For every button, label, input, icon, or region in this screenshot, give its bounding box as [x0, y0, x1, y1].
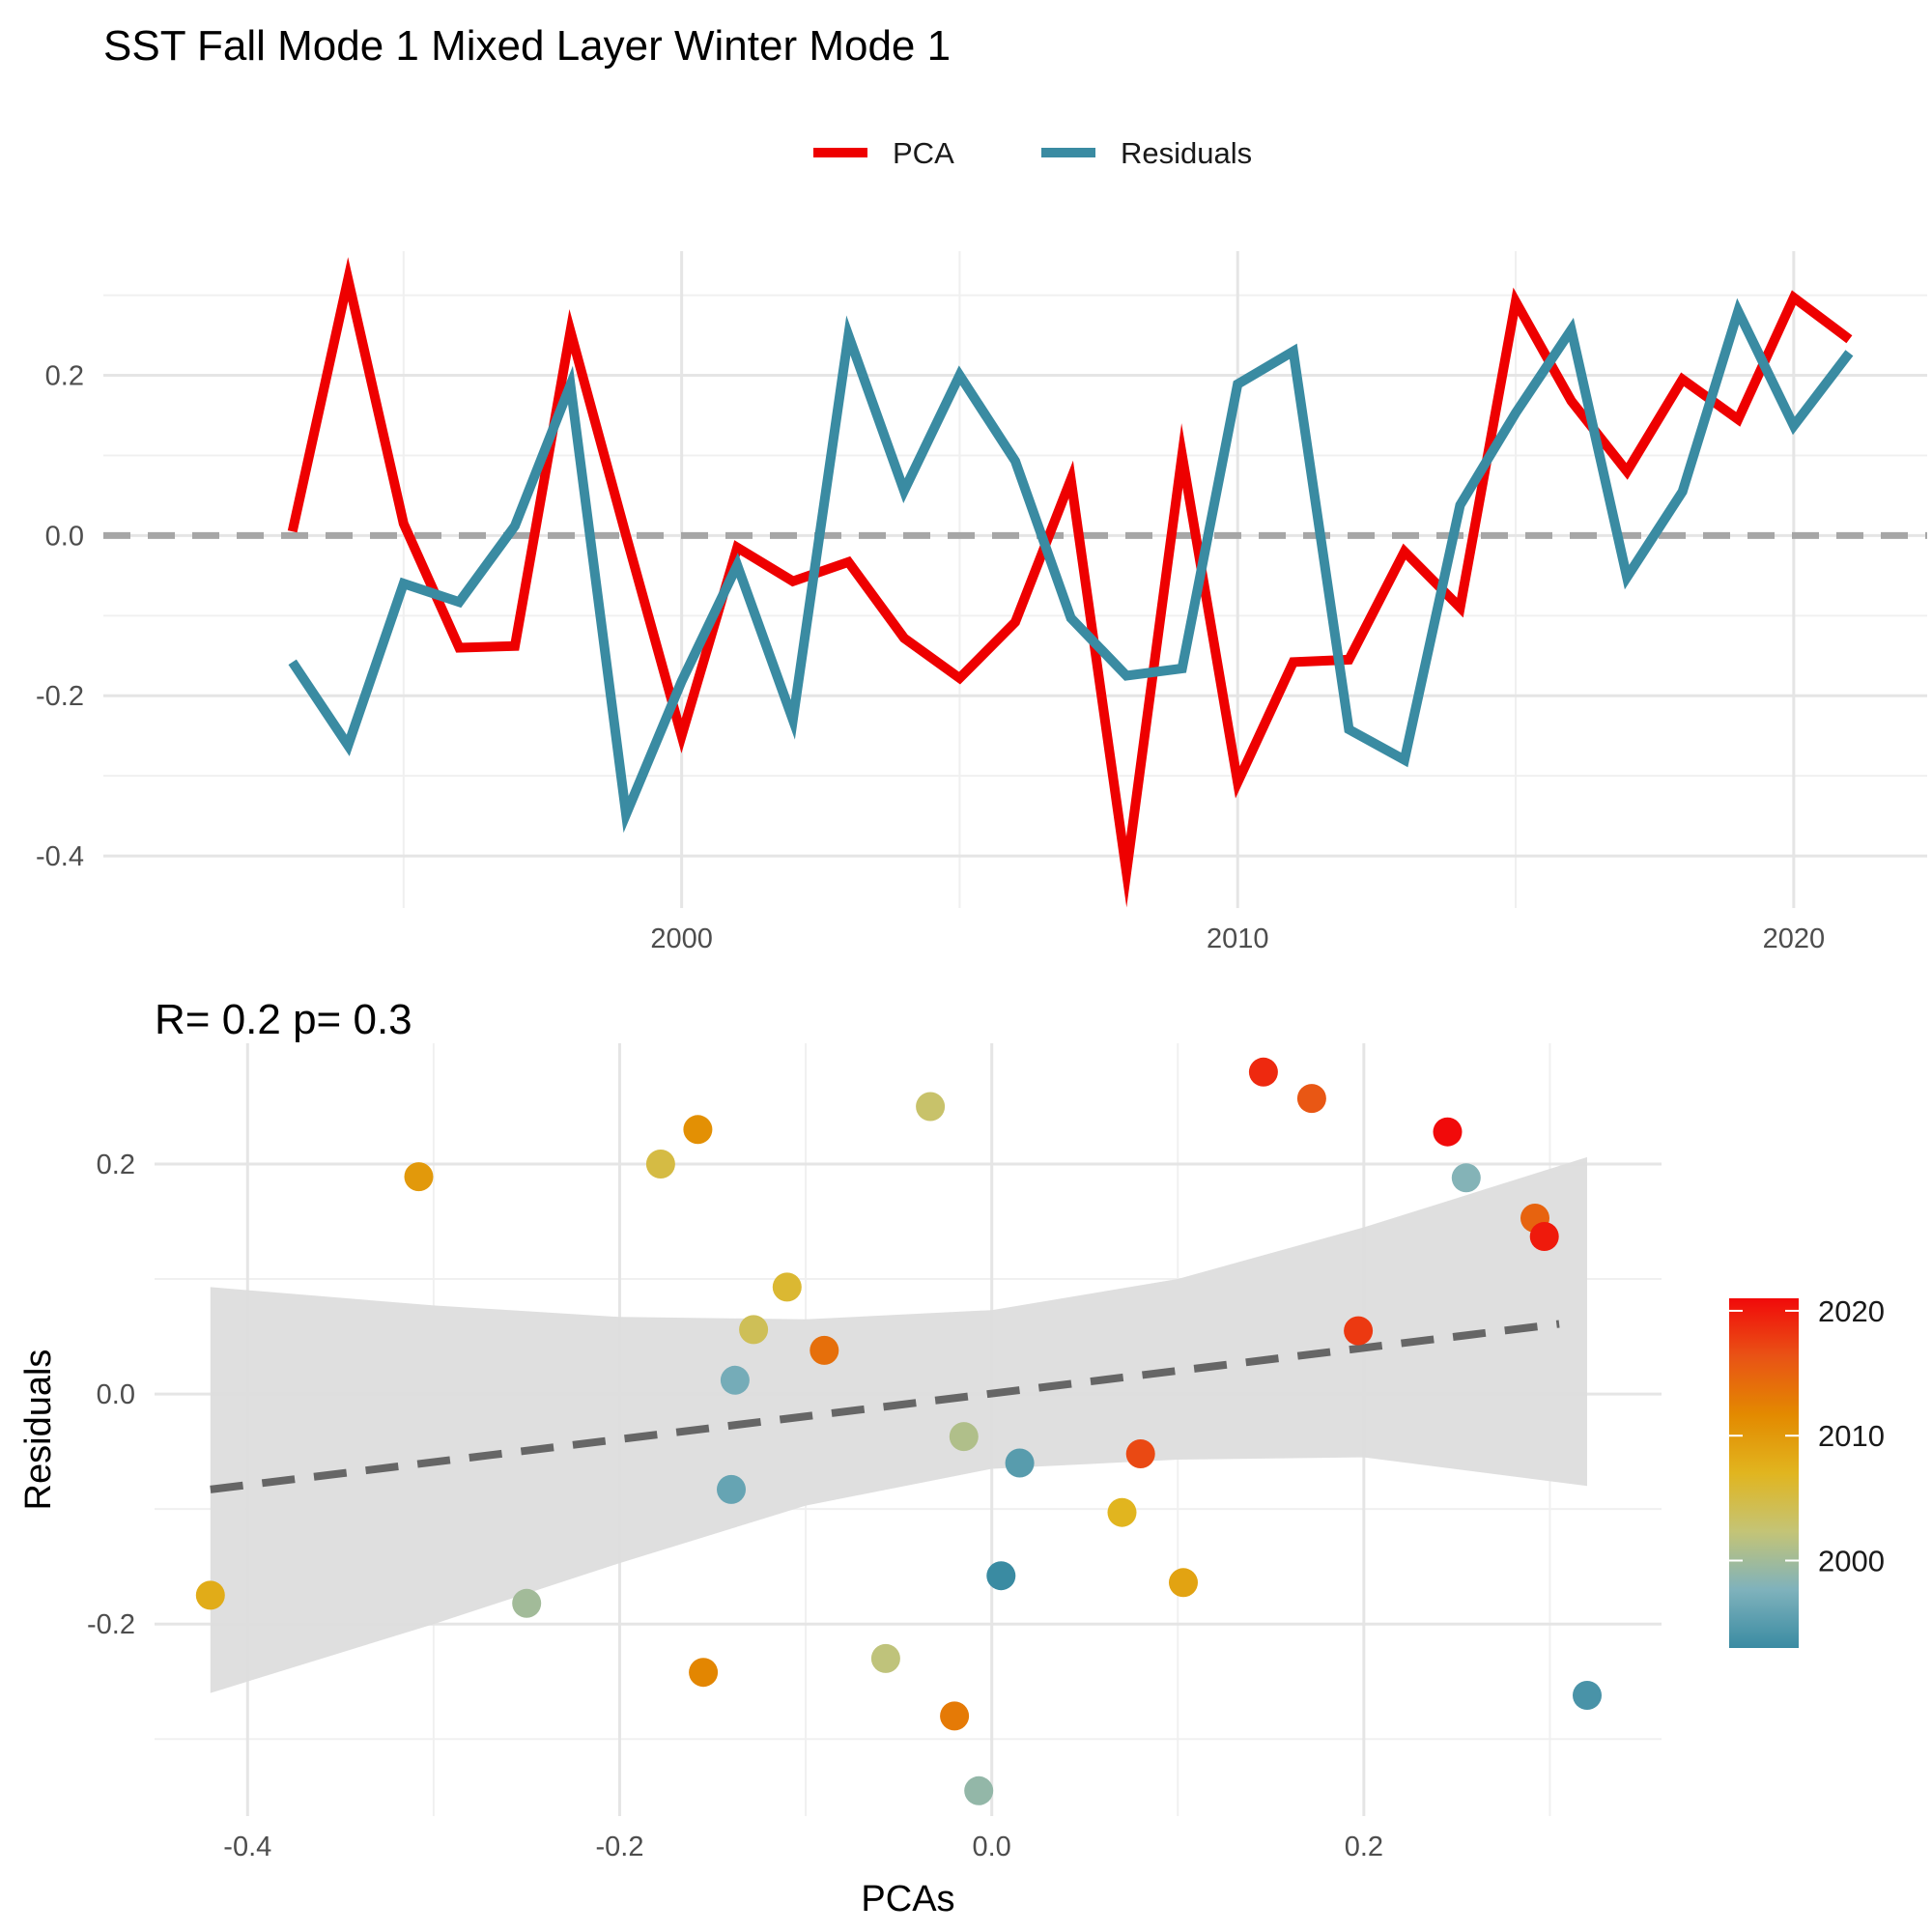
scatter-point [717, 1474, 746, 1504]
scatter-point [404, 1162, 434, 1192]
scatter-point [720, 1365, 750, 1395]
legend: PCA Residuals [813, 136, 1252, 170]
y-tick-label: 0.0 [45, 521, 84, 552]
y-axis-title: Residuals [18, 1350, 59, 1511]
legend-label-residuals: Residuals [1121, 136, 1252, 170]
colorbar-gradient [1729, 1298, 1799, 1648]
figure-title: SST Fall Mode 1 Mixed Layer Winter Mode … [103, 22, 951, 70]
x-tick-label: -0.4 [223, 1832, 271, 1862]
scatter-point [810, 1335, 839, 1365]
y-tick-label: 0.2 [97, 1150, 135, 1180]
x-axis-title: PCAs [861, 1879, 954, 1919]
scatter-point [683, 1115, 713, 1145]
y-tick-label: 0.2 [45, 361, 84, 392]
series-line-residuals [288, 298, 1854, 834]
scatter-point [1573, 1681, 1602, 1710]
x-tick-label: 0.2 [1345, 1832, 1383, 1862]
scatter-point [1529, 1222, 1559, 1251]
scatter-point [1169, 1568, 1198, 1598]
y-tick-label: -0.2 [36, 681, 84, 712]
regression-fit-line [210, 1320, 1560, 1493]
scatter-panel: R= 0.2 p= 0.3 -0.2 0.0 0.2 -0.4 -0.2 0.0 0.2 PCA… [18, 996, 1885, 1919]
x-tick-label: 0.0 [973, 1832, 1011, 1862]
scatter-point [195, 1580, 225, 1610]
series-line-pca [287, 257, 1853, 908]
scatter-point [645, 1150, 675, 1179]
confidence-band [210, 1156, 1587, 1693]
legend-label-pca: PCA [893, 136, 954, 170]
colorbar-tick-label: 2010 [1818, 1419, 1885, 1453]
x-tick-label: 2020 [1763, 923, 1826, 954]
scatter-point [1296, 1084, 1326, 1114]
x-tick-label: 2000 [650, 923, 713, 954]
scatter-point [986, 1561, 1016, 1591]
series-lines [287, 257, 1854, 908]
y-tick-label: 0.0 [97, 1379, 135, 1410]
timeseries-panel: -0.4 -0.2 0.0 0.2 2000 2010 2020 PCA Residuals [36, 136, 1927, 954]
scatter-point [940, 1701, 970, 1731]
scatter-point [1433, 1117, 1463, 1147]
x-tick-label: 2010 [1207, 923, 1269, 954]
scatter-point [949, 1422, 979, 1452]
scatter-point [689, 1658, 719, 1688]
y-tick-label: -0.2 [87, 1609, 135, 1640]
colorbar-tick-label: 2000 [1818, 1545, 1885, 1578]
color-legend: 2000 2010 2020 [1729, 1294, 1885, 1648]
scatter-point [512, 1588, 542, 1618]
scatter-point [739, 1315, 769, 1345]
x-tick-label: -0.2 [595, 1832, 643, 1862]
scatter-point [1125, 1439, 1155, 1468]
scatter-point [964, 1776, 994, 1805]
scatter-point [1248, 1057, 1278, 1087]
y-tick-label: -0.4 [36, 841, 84, 872]
colorbar-tick-label: 2020 [1818, 1294, 1885, 1328]
scatter-point [916, 1092, 946, 1122]
scatter-point [1005, 1448, 1035, 1478]
scatter-point [870, 1643, 900, 1673]
scatter-point [1107, 1497, 1137, 1527]
scatter-point [772, 1272, 802, 1302]
scatter-title: R= 0.2 p= 0.3 [155, 996, 412, 1043]
scatter-point [1451, 1163, 1481, 1193]
scatter-point [1344, 1316, 1374, 1346]
scatter-points [195, 1057, 1602, 1805]
